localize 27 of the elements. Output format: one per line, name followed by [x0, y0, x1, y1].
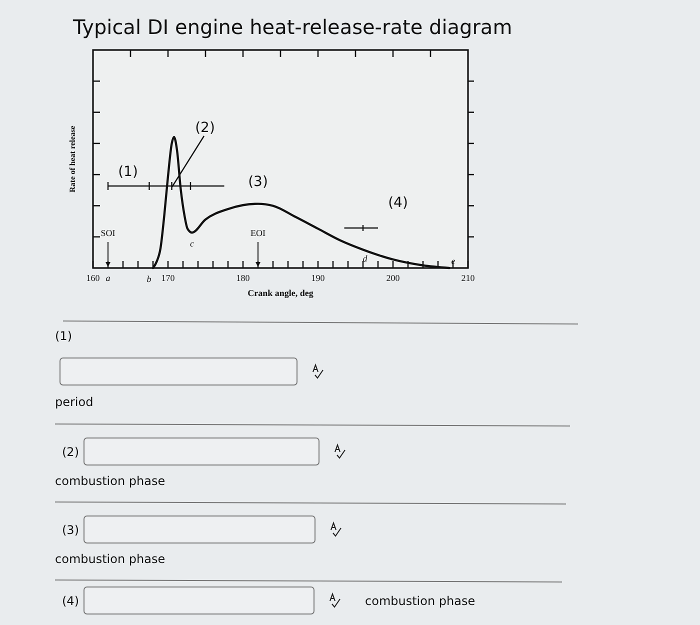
annotation: EOI [250, 228, 266, 238]
annotation: (3) [248, 174, 268, 190]
x-tick-label: 180 [236, 273, 250, 283]
text: (2) [195, 120, 215, 136]
annotation: (4) [388, 195, 408, 211]
x-tick-label: 210 [461, 273, 476, 283]
text: period [55, 395, 94, 409]
text: combustion phase [55, 474, 166, 488]
annotation: d [362, 254, 368, 264]
annotation: b [146, 274, 152, 284]
annotation: (1) [118, 164, 138, 180]
text: (2) [62, 445, 79, 459]
x-tick-label: 190 [311, 273, 326, 283]
text: (4) [62, 594, 79, 608]
text: (1) [55, 329, 72, 343]
annotation: c [190, 238, 194, 249]
annotation: SOI [100, 228, 116, 238]
x-tick-label: 200 [386, 273, 400, 283]
x-tick-label: 170 [161, 273, 176, 283]
text: a [106, 273, 111, 283]
chart-title: Typical DI engine heat-release-rate diagram [72, 15, 512, 39]
x-tick-label: 160 [86, 273, 100, 283]
text: combustion phase [55, 552, 166, 566]
y-axis-title: Rate of heat release [68, 125, 77, 192]
text: combustion phase [365, 594, 476, 608]
x-axis-title: Crank angle, deg [248, 288, 314, 298]
text: (3) [62, 523, 79, 537]
